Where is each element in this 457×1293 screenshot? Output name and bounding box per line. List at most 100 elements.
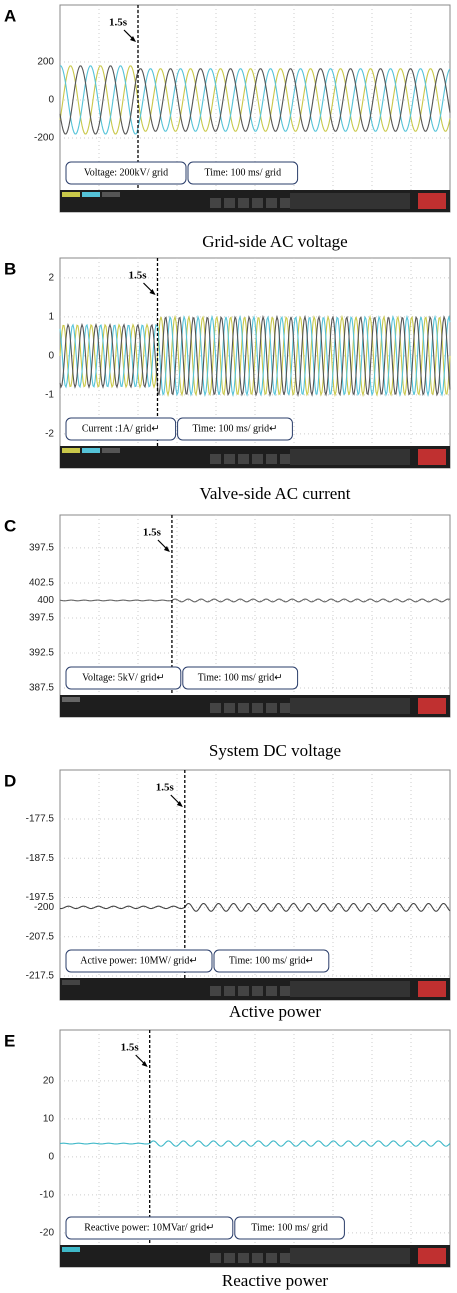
status-panel [290,449,410,465]
status-button [280,703,291,713]
status-button [210,198,221,208]
y-tick-label: -2 [45,429,54,440]
status-panel [290,698,410,714]
y-tick-label: 397.5 [29,613,54,624]
channel-chip [102,192,120,197]
channel-chip [62,1247,80,1252]
note-text: Time: 100 ms/ grid [251,1222,328,1233]
caption: Grid-side AC voltage [202,232,347,251]
waveform [59,65,451,135]
waveform [59,598,451,603]
y-tick-label: -187.5 [26,853,55,864]
note-box [65,666,182,690]
waveform [59,65,451,135]
event-label: 1.5s [128,270,147,282]
status-flag [418,981,446,997]
y-tick-label: 387.5 [29,683,54,694]
status-button [224,986,235,996]
event-label: 1.5s [121,1042,140,1054]
waveform [59,314,451,398]
note-box [234,1216,345,1240]
channel-chip [102,448,120,453]
panel-label: A [4,6,16,25]
note-box [65,417,177,441]
channel-chip [62,192,80,197]
status-button [210,1253,221,1263]
note-text: Time: 100 ms/ grid↵ [198,672,283,683]
status-button [280,986,291,996]
status-flag [418,193,446,209]
channel-chip [62,980,80,985]
status-button [252,198,263,208]
note-box [65,161,187,185]
channel-chip [62,448,80,453]
y-tick-label: -200 [34,902,54,913]
channel-chip [62,697,80,702]
caption: Active power [229,1002,321,1021]
panel-label: D [4,771,16,790]
status-button [266,198,277,208]
note-box [65,949,213,973]
status-button [224,703,235,713]
event-label: 1.5s [156,782,175,794]
status-button [238,454,249,464]
note-box [65,1216,234,1240]
y-tick-label: -177.5 [26,814,55,825]
waveform [59,314,451,398]
status-flag [418,698,446,714]
note-box [213,949,330,973]
arrow-head [163,546,170,552]
y-tick-label: -1 [45,390,54,401]
caption: Reactive power [222,1271,329,1290]
arrow-head [130,36,136,42]
event-label: 1.5s [109,17,128,29]
y-tick-label: -20 [40,1227,55,1238]
y-tick-label: 0 [48,95,54,106]
y-tick-label: 20 [43,1076,55,1087]
status-button [266,986,277,996]
status-button [280,1253,291,1263]
y-tick-label: -217.5 [26,971,55,982]
note-text: Time: 100 ms/ grid↵ [229,955,314,966]
panel-label: B [4,259,16,278]
y-tick-label: -200 [34,133,54,144]
note-box [182,666,299,690]
status-button [238,986,249,996]
y-tick-label: -207.5 [26,931,55,942]
y-tick-label: 397.5 [29,543,54,554]
channel-chip [82,448,100,453]
note-text: Time: 100 ms/ grid↵ [193,423,278,434]
status-button [238,198,249,208]
status-button [266,454,277,464]
note-text: Voltage: 200kV/ grid [84,167,168,178]
caption: System DC voltage [209,741,341,760]
y-tick-label: 0 [48,351,54,362]
status-button [266,703,277,713]
y-tick-label: 0 [48,1152,54,1163]
note-box [187,161,299,185]
status-button [252,1253,263,1263]
arrow-head [176,801,183,807]
status-button [238,1253,249,1263]
arrow-head [141,1061,148,1067]
y-tick-label: 2 [48,273,54,284]
y-tick-label: -10 [40,1189,55,1200]
caption: Valve-side AC current [199,484,350,503]
note-text: Current :1A/ grid↵ [82,423,160,434]
status-button [252,454,263,464]
status-panel [290,1248,410,1264]
status-button [210,986,221,996]
note-text: Active power: 10MW/ grid↵ [80,955,198,966]
note-text: Reactive power: 10MVar/ grid↵ [84,1222,214,1233]
note-box [177,417,293,441]
note-text: Time: 100 ms/ grid [205,167,282,178]
y-tick-label: 200 [37,57,54,68]
status-flag [418,1248,446,1264]
status-button [210,454,221,464]
note-text: Voltage: 5kV/ grid↵ [82,672,165,683]
y-tick-label: -197.5 [26,892,55,903]
y-tick-label: 400 [37,595,54,606]
status-flag [418,449,446,465]
arrow-head [149,289,156,295]
status-button [252,986,263,996]
